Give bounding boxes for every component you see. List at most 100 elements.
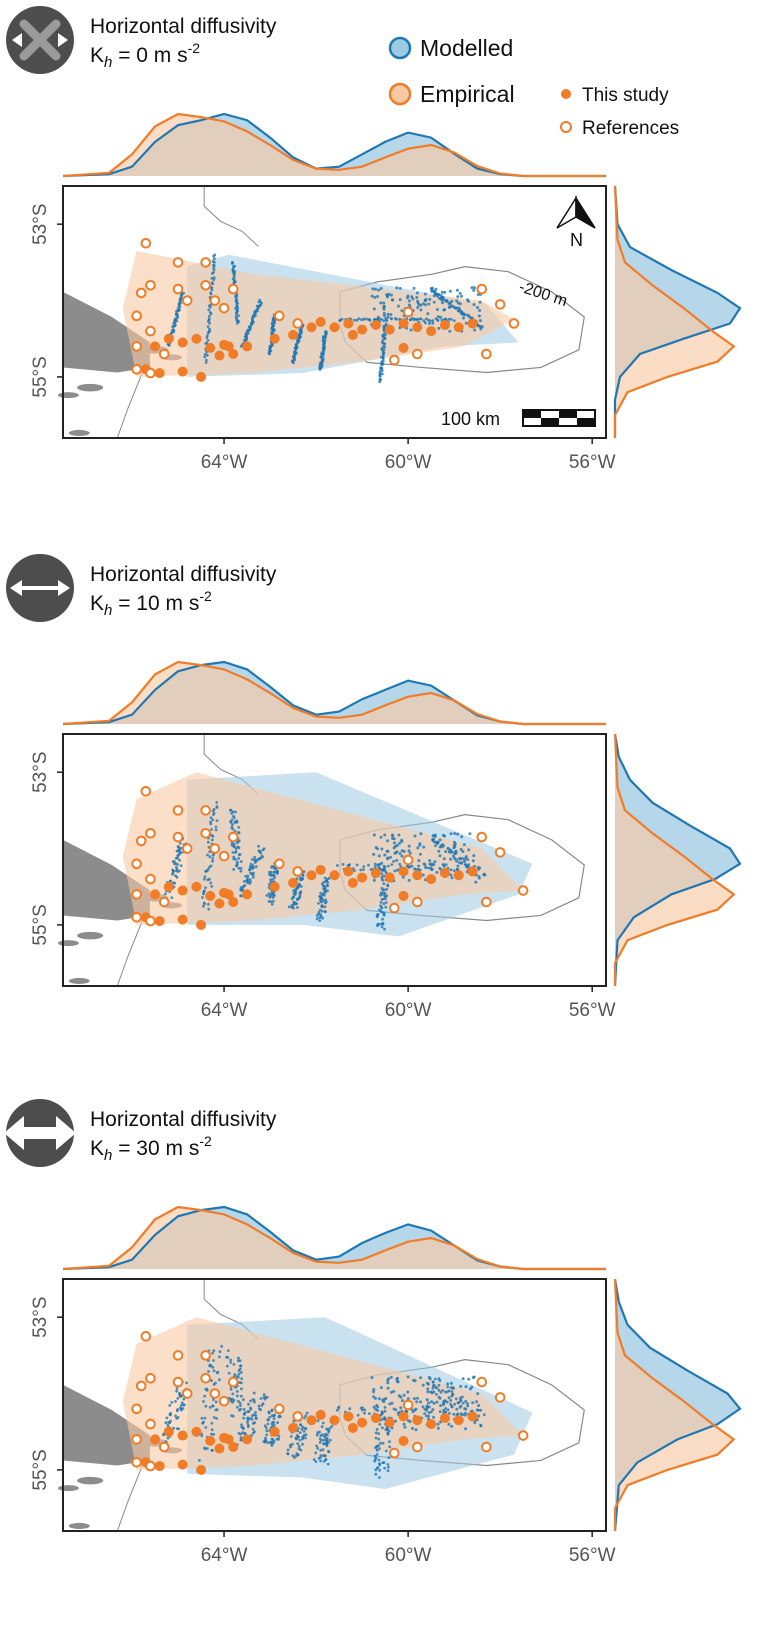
modelled-particle <box>272 1421 276 1424</box>
modelled-particle <box>398 841 402 845</box>
modelled-particle <box>409 328 413 332</box>
modelled-particle <box>171 860 175 863</box>
reference-point <box>508 318 520 329</box>
modelled-particle <box>245 878 249 882</box>
modelled-particle <box>317 901 320 905</box>
modelled-particle <box>215 801 219 804</box>
modelled-particle <box>235 862 239 865</box>
modelled-particle <box>175 1387 179 1390</box>
modelled-particle <box>202 905 205 908</box>
modelled-particle <box>243 1432 247 1435</box>
modelled-particle <box>416 1396 419 1400</box>
modelled-particle <box>453 851 457 855</box>
modelled-particle <box>479 327 483 331</box>
modelled-particle <box>436 1422 440 1426</box>
modelled-particle <box>444 1407 447 1410</box>
modelled-particle <box>323 910 327 913</box>
modelled-particle <box>478 319 482 323</box>
modelled-particle <box>395 1377 399 1381</box>
modelled-particle <box>317 911 321 914</box>
modelled-particle <box>386 1469 390 1473</box>
modelled-particle <box>382 1416 386 1420</box>
modelled-particle <box>432 1401 436 1405</box>
axes: 64°W 60°W 56°W 53°S 55°S <box>30 1296 616 1566</box>
reference-point <box>209 295 221 306</box>
modelled-particle <box>462 312 466 316</box>
modelled-particle <box>321 882 324 886</box>
modelled-particle <box>381 1426 384 1430</box>
modelled-particle <box>416 306 420 309</box>
this-study-point <box>177 885 188 896</box>
modelled-particle <box>319 900 323 904</box>
modelled-particle <box>372 1405 376 1409</box>
modelled-particle <box>436 1426 440 1430</box>
y-tick-label: 53°S <box>30 203 51 244</box>
modelled-particle <box>439 1404 443 1408</box>
this-study-point <box>196 1464 207 1475</box>
modelled-particle <box>475 1408 479 1412</box>
modelled-particle <box>301 1442 304 1446</box>
modelled-particle <box>249 1399 253 1403</box>
modelled-particle <box>431 319 435 323</box>
modelled-particle <box>210 277 214 280</box>
modelled-particle <box>167 1421 170 1424</box>
modelled-particle <box>348 1407 352 1411</box>
modelled-particle <box>210 1379 213 1382</box>
modelled-particle <box>252 1391 256 1395</box>
modelled-particle <box>275 872 279 875</box>
modelled-particle <box>435 870 439 874</box>
modelled-particle <box>303 1426 307 1430</box>
modelled-particle <box>323 876 327 880</box>
this-study-point <box>467 1411 478 1422</box>
modelled-particle <box>218 1355 221 1359</box>
modelled-particle <box>383 894 386 897</box>
modelled-particle <box>218 1378 221 1382</box>
modelled-particle <box>413 1379 417 1383</box>
modelled-particle <box>240 1423 244 1426</box>
modelled-particle <box>209 816 213 820</box>
modelled-particle <box>211 1366 215 1369</box>
map-frame <box>62 733 607 987</box>
this-study-point <box>398 866 409 877</box>
modelled-particle <box>166 1436 170 1440</box>
modelled-particle <box>382 867 386 871</box>
modelled-particle <box>383 833 387 837</box>
modelled-particle <box>380 877 384 881</box>
modelled-particle <box>463 1413 467 1417</box>
modelled-particle <box>472 1376 475 1379</box>
modelled-particle <box>324 886 327 890</box>
modelled-particle <box>376 922 380 926</box>
modelled-particle <box>319 356 323 359</box>
this-study-point <box>398 890 409 901</box>
modelled-particle <box>387 1456 391 1459</box>
modelled-particle <box>170 1401 174 1404</box>
modelled-particle <box>203 1447 207 1451</box>
modelled-particle <box>275 1437 279 1441</box>
modelled-particle <box>302 1430 306 1433</box>
modelled-particle <box>362 868 365 871</box>
modelled-particle <box>315 917 319 921</box>
modelled-particle <box>456 864 460 868</box>
modelled-particle <box>212 1349 216 1352</box>
modelled-particle <box>208 877 211 881</box>
modelled-particle <box>269 1440 273 1444</box>
modelled-particle <box>279 1415 282 1418</box>
modelled-particle <box>174 1400 177 1403</box>
modelled-particle <box>319 898 322 902</box>
modelled-particle <box>254 1416 258 1420</box>
modelled-particle <box>433 291 437 295</box>
modelled-particle <box>209 820 213 824</box>
modelled-particle <box>179 851 183 855</box>
modelled-particle <box>415 296 419 299</box>
modelled-particle <box>357 317 361 321</box>
legend-references-marker <box>560 121 572 133</box>
modelled-particle <box>380 898 384 901</box>
modelled-particle <box>294 347 298 351</box>
this-study-point <box>228 897 239 907</box>
modelled-particle <box>236 1405 239 1409</box>
modelled-particle <box>235 1394 239 1398</box>
modelled-particle <box>384 897 387 901</box>
modelled-particle <box>400 854 404 858</box>
modelled-particle <box>242 1408 246 1411</box>
modelled-particle <box>416 846 420 850</box>
